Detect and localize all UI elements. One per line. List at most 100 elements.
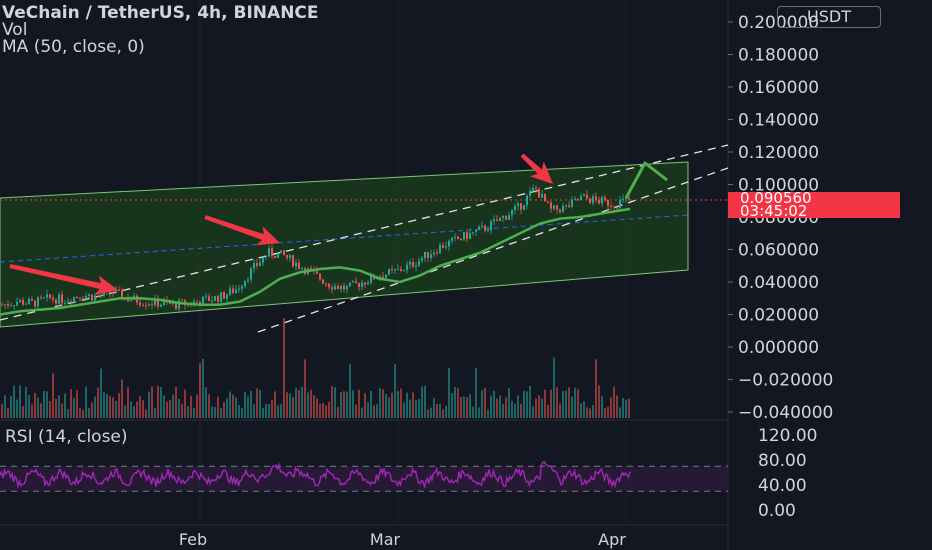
- volume-bar: [55, 398, 57, 418]
- arrow-shape: [204, 215, 280, 246]
- volume-bar: [349, 364, 351, 418]
- arrow-shape: [520, 153, 553, 184]
- volume-bar: [574, 387, 576, 418]
- arrow-shape: [9, 264, 118, 295]
- candle-body: [439, 245, 441, 254]
- volume-bar: [4, 395, 6, 418]
- volume-bar: [622, 398, 624, 418]
- volume-bar: [145, 409, 147, 418]
- candle-body: [583, 194, 585, 197]
- candle-body: [289, 255, 291, 258]
- volume-bar: [247, 396, 249, 418]
- volume-bar: [433, 397, 435, 418]
- candle-body: [430, 254, 432, 258]
- volume-bar: [160, 386, 162, 418]
- price-tick-label: 0.020000: [738, 306, 819, 326]
- candle-body: [382, 276, 384, 278]
- candle-body: [466, 232, 468, 239]
- volume-bar: [370, 390, 372, 418]
- volume-bar: [355, 404, 357, 418]
- volume-bar: [448, 368, 450, 418]
- candle-body: [403, 270, 405, 272]
- candle-body: [598, 199, 600, 204]
- candle-body: [538, 188, 540, 198]
- volume-bar: [172, 394, 174, 418]
- volume-bar: [106, 394, 108, 418]
- candle-body: [88, 294, 90, 297]
- volume-bar: [217, 396, 219, 418]
- candle-body: [301, 268, 303, 270]
- volume-bar: [385, 393, 387, 418]
- volume-bar: [406, 392, 408, 418]
- volume-bar: [124, 405, 126, 418]
- ma-line: [0, 207, 631, 316]
- volume-bar: [343, 391, 345, 418]
- candle-body: [151, 304, 153, 306]
- candle-body: [520, 203, 522, 210]
- candle-body: [610, 205, 612, 207]
- volume-bar: [298, 390, 300, 418]
- rsi-indicator-label[interactable]: RSI (14, close): [5, 427, 128, 447]
- volume-bar: [598, 385, 600, 418]
- volume-bar: [199, 363, 201, 418]
- candle-body: [244, 280, 246, 287]
- price-tick-label: 0.040000: [738, 273, 819, 293]
- volume-bar: [220, 407, 222, 418]
- candle-body: [457, 236, 459, 239]
- candle-body: [214, 295, 216, 301]
- candle-body: [514, 205, 516, 211]
- volume-bar: [250, 390, 252, 418]
- candle-body: [64, 303, 66, 305]
- volume-bar: [445, 405, 447, 418]
- volume-bar: [613, 386, 615, 418]
- volume-bar: [235, 397, 237, 418]
- candle-body: [205, 296, 207, 298]
- volume-bar: [358, 389, 360, 418]
- volume-bar: [136, 401, 138, 418]
- volume-bar: [256, 388, 258, 418]
- volume-bar: [556, 387, 558, 418]
- volume-bar: [334, 387, 336, 418]
- time-tick-label: Mar: [370, 530, 401, 549]
- volume-bar: [88, 408, 90, 418]
- volume-bar: [544, 389, 546, 418]
- volume-indicator-label[interactable]: Vol: [2, 20, 28, 40]
- volume-bar: [325, 405, 327, 418]
- price-tick-label: 0.000000: [738, 338, 819, 358]
- ascending-channel: [0, 161, 689, 328]
- candle-body: [94, 295, 96, 301]
- volume-bar: [523, 390, 525, 418]
- volume-bar: [427, 409, 429, 418]
- bar-countdown: 03:45:02: [740, 202, 808, 220]
- candle-body: [442, 245, 444, 248]
- candle-body: [283, 250, 285, 255]
- volume-bar: [586, 407, 588, 418]
- volume-bar: [274, 391, 276, 418]
- currency-button[interactable]: USDT: [777, 6, 881, 28]
- candle-body: [37, 297, 39, 307]
- candle-body: [325, 283, 327, 285]
- candle-body: [310, 268, 312, 270]
- candle-body: [361, 282, 363, 288]
- candle-body: [178, 300, 180, 309]
- candle-body: [424, 251, 426, 259]
- candle-body: [487, 230, 489, 232]
- volume-bar: [301, 386, 303, 418]
- ma-indicator-label[interactable]: MA (50, close, 0): [2, 37, 145, 57]
- rsi-tick-label: 80.00: [758, 451, 807, 471]
- candle-body: [82, 298, 84, 300]
- volume-bar: [232, 394, 234, 418]
- channel-midline: [0, 214, 689, 263]
- volume-bar: [532, 406, 534, 418]
- volume-bar: [148, 391, 150, 418]
- volume-bar: [313, 395, 315, 418]
- candle-body: [79, 297, 81, 299]
- candle-body: [259, 262, 261, 266]
- volume-bar: [121, 379, 123, 418]
- volume-bar: [364, 393, 366, 418]
- candle-body: [532, 187, 534, 191]
- candle-body: [4, 304, 6, 306]
- candle-body: [508, 215, 510, 220]
- candle-body: [148, 304, 150, 306]
